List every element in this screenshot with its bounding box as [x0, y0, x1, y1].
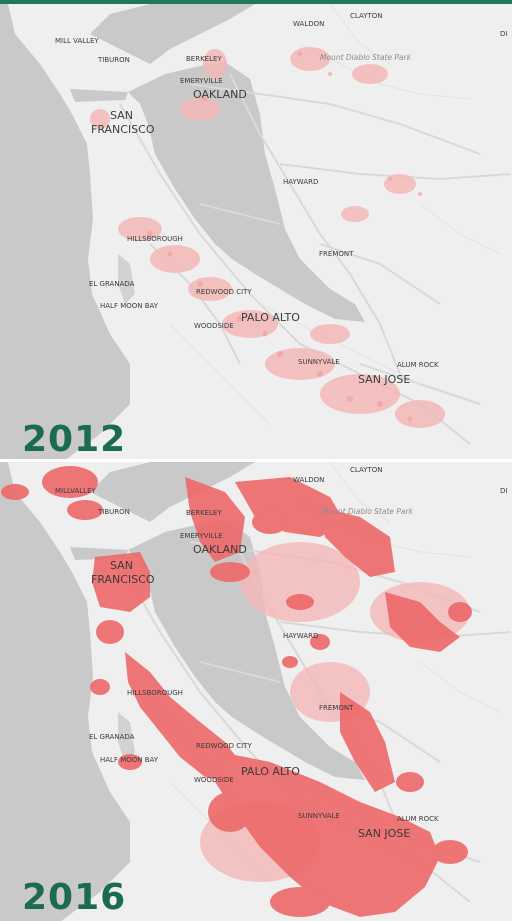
label-oakland: OAKLAND	[193, 88, 247, 101]
label-hillsborough: HILLSBOROUGH	[127, 689, 183, 697]
label-sunnyvale: SUNNYVALE	[298, 812, 340, 820]
label-palo-alto: PALO ALTO	[241, 765, 300, 778]
label-clayton: CLAYTON	[350, 12, 383, 20]
label-redwood-city: REDWOOD CITY	[196, 742, 252, 750]
label-redwood-city: REDWOOD CITY	[196, 288, 252, 296]
label-mount-diablo: Mount Diablo State Park	[322, 507, 414, 516]
label-sunnyvale: SUNNYVALE	[298, 358, 340, 366]
label-el-granada: EL GRANADA	[89, 733, 135, 741]
label-half-moon-bay: HALF MOON BAY	[100, 302, 159, 310]
heat-layer-2016	[1, 466, 472, 917]
label-tiburon: TIBURON	[97, 56, 130, 64]
label-francisco: FRANCISCO	[91, 123, 155, 136]
label-clayton: CLAYTON	[350, 466, 383, 474]
map-labels-2016: MILLVALLEY TIBURON BERKELEY EMERYVILLE O…	[55, 466, 507, 840]
label-san: SAN	[110, 559, 133, 572]
label-oakland: OAKLAND	[193, 543, 247, 556]
label-waldon: WALDON	[293, 476, 324, 484]
map-2012: MILL VALLEY TIBURON BERKELEY EMERYVILLE …	[0, 4, 512, 459]
label-emeryville: EMERYVILLE	[180, 77, 223, 85]
label-mill-valley: MILL VALLEY	[55, 37, 99, 45]
label-woodside: WOODSIDE	[194, 776, 234, 784]
label-berkeley: BERKELEY	[186, 509, 222, 517]
label-palo-alto: PALO ALTO	[241, 311, 300, 324]
label-san: SAN	[110, 109, 133, 122]
label-mill-valley: MILLVALLEY	[55, 487, 96, 495]
label-mount-diablo: Mount Diablo State Park	[320, 53, 412, 62]
label-el-granada: EL GRANADA	[89, 280, 135, 288]
label-di: DI	[500, 487, 507, 495]
accent-bar	[0, 0, 512, 4]
label-woodside: WOODSIDE	[194, 322, 234, 330]
label-hayward: HAYWARD	[283, 632, 318, 640]
label-alum-rock: ALUM ROCK	[397, 815, 439, 823]
label-francisco: FRANCISCO	[91, 573, 155, 586]
label-alum-rock: ALUM ROCK	[397, 361, 439, 369]
map-labels-2012: MILL VALLEY TIBURON BERKELEY EMERYVILLE …	[55, 12, 507, 386]
label-fremont: FREMONT	[319, 704, 354, 712]
label-san-jose: SAN JOSE	[358, 827, 410, 840]
panel-divider	[0, 459, 512, 462]
year-label-2016: 2016	[22, 877, 127, 918]
map-panel-2016: MILLVALLEY TIBURON BERKELEY EMERYVILLE O…	[0, 462, 512, 921]
label-san-jose: SAN JOSE	[358, 373, 410, 386]
map-panel-2012: MILL VALLEY TIBURON BERKELEY EMERYVILLE …	[0, 4, 512, 459]
label-hillsborough: HILLSBOROUGH	[127, 235, 183, 243]
label-tiburon: TIBURON	[97, 508, 130, 516]
label-berkeley: BERKELEY	[186, 55, 222, 63]
map-2016: MILLVALLEY TIBURON BERKELEY EMERYVILLE O…	[0, 462, 512, 921]
label-emeryville: EMERYVILLE	[180, 532, 223, 540]
label-half-moon-bay: HALF MOON BAY	[100, 756, 159, 764]
label-fremont: FREMONT	[319, 250, 354, 258]
label-hayward: HAYWARD	[283, 178, 318, 186]
label-waldon: WALDON	[293, 20, 324, 28]
label-di: DI	[500, 30, 507, 38]
year-label-2012: 2012	[22, 419, 127, 459]
